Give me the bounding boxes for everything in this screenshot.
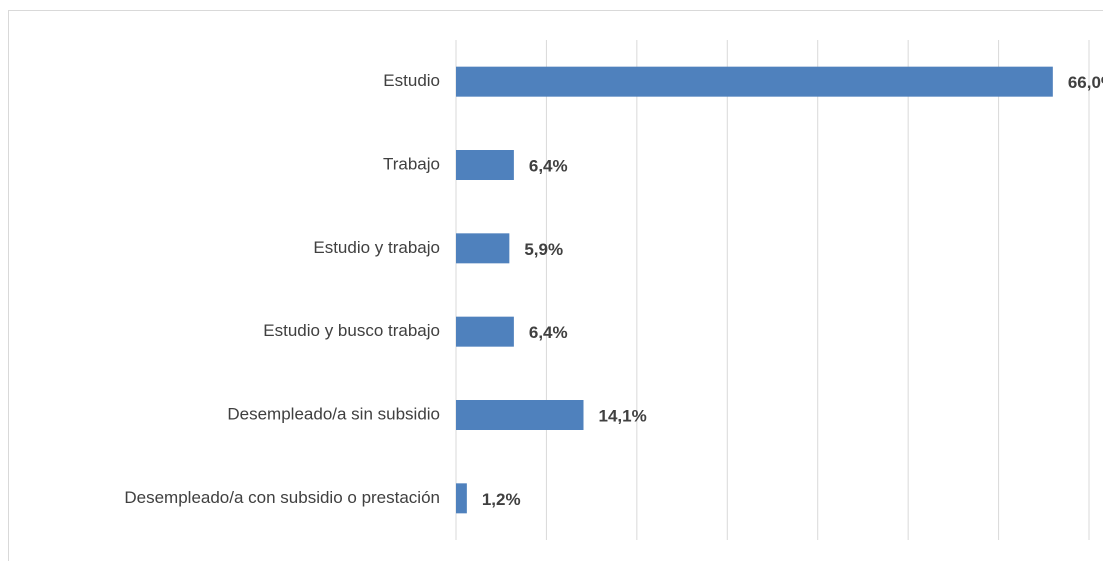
data-label: 14,1%	[599, 406, 647, 425]
data-label: 5,9%	[524, 240, 563, 259]
chart-frame	[8, 10, 1103, 561]
y-tick-label: Estudio	[383, 71, 440, 90]
y-tick-label: Estudio y trabajo	[313, 238, 440, 257]
bar	[456, 483, 467, 514]
bar	[456, 150, 514, 180]
bar	[456, 400, 584, 430]
bar	[456, 66, 1053, 97]
y-tick-label: Trabajo	[383, 154, 440, 173]
bar	[456, 233, 510, 264]
bar	[456, 316, 514, 347]
data-label: 6,4%	[529, 156, 568, 175]
y-tick-label: Desempleado/a sin subsidio	[227, 404, 440, 423]
data-label: 6,4%	[529, 323, 568, 342]
y-tick-label: Desempleado/a con subsidio o prestación	[124, 488, 440, 507]
y-tick-label: Estudio y busco trabajo	[263, 321, 440, 340]
data-label: 66,0%	[1068, 73, 1103, 92]
data-label: 1,2%	[482, 490, 521, 509]
